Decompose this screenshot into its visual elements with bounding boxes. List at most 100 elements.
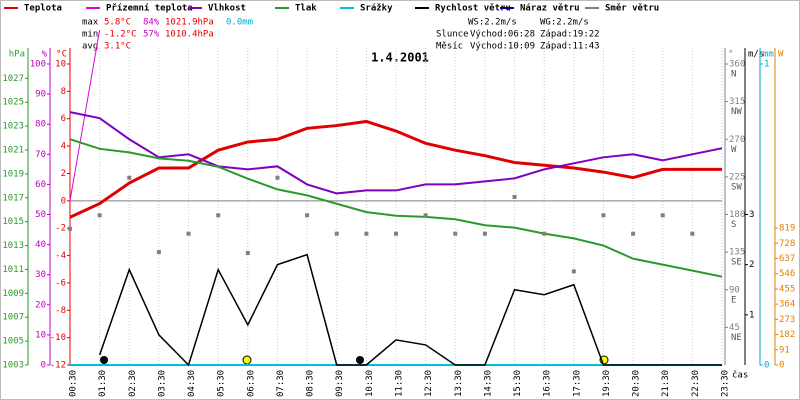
y-tick-name: S bbox=[731, 220, 736, 230]
y-tick-label: 80 bbox=[35, 120, 46, 130]
y-tick-label: 637 bbox=[779, 254, 795, 264]
series-line bbox=[70, 111, 722, 195]
y-tick-label: 315 bbox=[729, 97, 745, 107]
y-tick-name: NW bbox=[731, 107, 742, 117]
y-tick-label: 1011 bbox=[2, 265, 24, 275]
dir-marker bbox=[512, 194, 517, 199]
stat-text: 1010.4hPa bbox=[165, 30, 214, 40]
y-tick-label: 1 bbox=[764, 60, 769, 70]
y-tick-label: 60 bbox=[35, 180, 46, 190]
info-text: Západ:11:43 bbox=[540, 42, 600, 52]
y-tick-label: 0 bbox=[41, 361, 46, 371]
x-tick-label: 01:30 bbox=[98, 370, 108, 397]
dir-marker bbox=[423, 213, 428, 218]
y-tick-label: 182 bbox=[779, 330, 795, 340]
y-tick-label: 135 bbox=[729, 248, 745, 258]
info-text: WG:2.2m/s bbox=[540, 18, 589, 28]
legend-label: Tlak bbox=[295, 4, 317, 14]
y-tick-label: -6 bbox=[55, 278, 66, 288]
y-tick-label: 1007 bbox=[2, 313, 24, 323]
stat-text: max bbox=[82, 18, 99, 28]
x-tick-label: 23:30 bbox=[721, 370, 731, 397]
dir-marker bbox=[275, 175, 280, 180]
y-tick-label: -8 bbox=[55, 306, 66, 316]
x-tick-label: 07:30 bbox=[276, 370, 286, 397]
y-tick-label: 30 bbox=[35, 270, 46, 280]
y-tick-label: 1021 bbox=[2, 146, 24, 156]
y-tick-label: 3 bbox=[749, 210, 754, 220]
y-tick-label: 10 bbox=[55, 60, 66, 70]
y-tick-label: 1 bbox=[749, 310, 754, 320]
dir-marker bbox=[305, 213, 310, 218]
dir-marker bbox=[364, 231, 369, 236]
series-line bbox=[70, 119, 722, 219]
x-axis-label: čas bbox=[732, 370, 748, 381]
axis-unit: °C bbox=[56, 50, 67, 60]
y-tick-label: 273 bbox=[779, 315, 795, 325]
dir-marker bbox=[690, 231, 695, 236]
x-tick-label: 09:30 bbox=[335, 370, 345, 397]
y-tick-label: 0 bbox=[764, 361, 769, 371]
y-tick-label: 10 bbox=[35, 330, 46, 340]
x-tick-label: 22:30 bbox=[691, 370, 701, 397]
y-tick-label: 45 bbox=[729, 323, 740, 333]
dir-marker bbox=[601, 213, 606, 218]
stat-text: 0.0mm bbox=[226, 18, 253, 28]
legend-label: Směr větru bbox=[605, 3, 659, 14]
y-tick-label: 2 bbox=[749, 260, 754, 270]
y-tick-label: 1013 bbox=[2, 241, 24, 251]
dir-marker bbox=[156, 250, 161, 255]
series-line bbox=[70, 138, 722, 278]
y-tick-label: 40 bbox=[35, 240, 46, 250]
y-tick-label: 0 bbox=[61, 196, 66, 206]
y-tick-label: -4 bbox=[55, 251, 66, 261]
y-tick-label: 4 bbox=[61, 142, 66, 152]
axis-unit: hPa bbox=[9, 50, 25, 60]
dir-marker bbox=[127, 175, 132, 180]
legend-label: Teplota bbox=[24, 4, 62, 14]
y-tick-label: 270 bbox=[729, 135, 745, 145]
y-tick-label: 6 bbox=[61, 114, 66, 124]
stat-text: 3.1°C bbox=[104, 42, 131, 52]
axis-unit: % bbox=[42, 50, 48, 60]
y-tick-label: 8 bbox=[61, 87, 66, 97]
stat-text: avg bbox=[82, 42, 98, 52]
y-tick-label: 91 bbox=[779, 345, 790, 355]
dir-marker bbox=[334, 231, 339, 236]
y-tick-label: 1005 bbox=[2, 337, 24, 347]
info-text: Západ:19:22 bbox=[540, 30, 600, 40]
x-tick-label: 02:30 bbox=[128, 370, 138, 397]
y-tick-label: -2 bbox=[55, 224, 66, 234]
y-tick-label: 50 bbox=[35, 210, 46, 220]
x-tick-label: 14:30 bbox=[483, 370, 493, 397]
info-text: Měsíc bbox=[436, 42, 463, 52]
sun-marker bbox=[242, 355, 252, 365]
y-tick-label: 90 bbox=[35, 90, 46, 100]
axis-unit: ° bbox=[728, 50, 733, 60]
moon-marker bbox=[100, 356, 108, 364]
info-text: WS:2.2m/s bbox=[468, 18, 517, 28]
y-tick-label: 364 bbox=[779, 300, 795, 310]
dir-marker bbox=[631, 231, 636, 236]
y-tick-label: 1025 bbox=[2, 98, 24, 108]
info-text: Východ:10:09 bbox=[470, 42, 535, 52]
dir-marker bbox=[97, 213, 102, 218]
dir-marker bbox=[482, 231, 487, 236]
x-tick-label: 12:30 bbox=[424, 370, 434, 397]
x-tick-label: 04:30 bbox=[187, 370, 197, 397]
dir-marker bbox=[453, 231, 458, 236]
dir-marker bbox=[245, 250, 250, 255]
y-tick-label: -10 bbox=[50, 333, 66, 343]
axis-unit: W bbox=[778, 50, 784, 60]
dir-marker bbox=[542, 231, 547, 236]
y-tick-label: 1015 bbox=[2, 217, 24, 227]
stat-text: 84% bbox=[143, 18, 160, 28]
dir-marker bbox=[216, 213, 221, 218]
info-text: Slunce bbox=[436, 30, 469, 40]
y-tick-name: W bbox=[731, 145, 737, 155]
axis-unit: mm bbox=[763, 50, 774, 60]
x-tick-label: 17:30 bbox=[572, 370, 582, 397]
y-tick-name: SE bbox=[731, 258, 742, 268]
y-tick-label: 1017 bbox=[2, 193, 24, 203]
